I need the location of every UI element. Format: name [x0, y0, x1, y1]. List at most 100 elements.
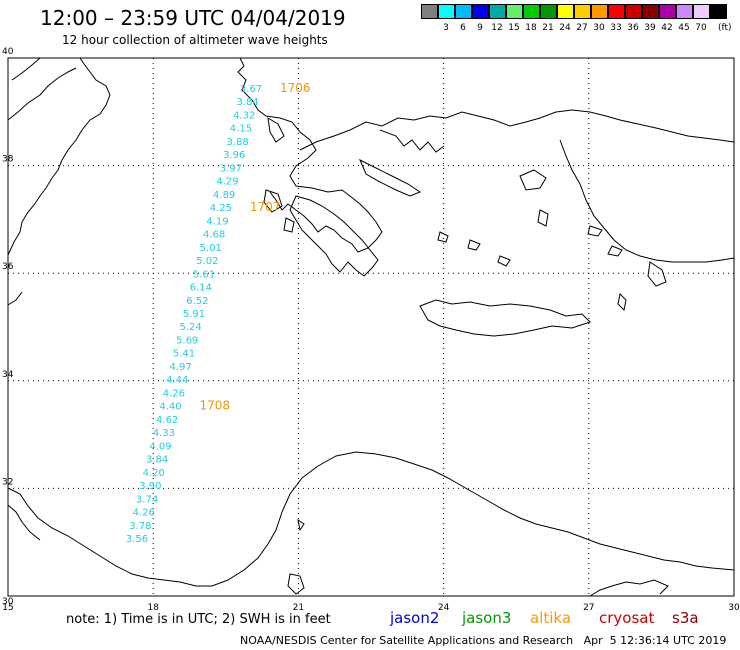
wave-height-reading: 5.61 [193, 269, 215, 280]
legend-swatch [659, 4, 676, 19]
coastlines [7, 57, 735, 597]
legend-label: 9 [477, 23, 483, 33]
legend-swatch [693, 4, 710, 19]
wave-height-reading: 4.40 [159, 402, 181, 413]
coastline-aegean-north [299, 109, 735, 151]
lat-tick-label: 36 [2, 262, 14, 272]
wave-height-reading: 3.56 [126, 534, 148, 545]
legend-swatch [625, 4, 642, 19]
coastline-albania-greece [237, 57, 383, 253]
island-lesbos [519, 169, 547, 191]
footer-note: note: 1) Time is in UTC; 2) SWH is in fe… [66, 612, 331, 627]
legend-label: 33 [610, 23, 622, 33]
coastline-turkey-west [559, 139, 735, 263]
legend-label: 30 [593, 23, 605, 33]
legend-swatch [574, 4, 591, 19]
wave-height-reading: 4.89 [213, 190, 235, 201]
wave-height-reading: 4.33 [153, 428, 175, 439]
wave-height-reading: 4.97 [169, 362, 191, 373]
wave-height-reading: 3.97 [220, 163, 242, 174]
axis-tick-labels: 15 18 21 24 27 30 40 38 36 34 32 30 [2, 47, 740, 613]
island-cyclades-3 [497, 255, 511, 267]
coastline-italy [7, 57, 77, 121]
wave-height-reading: 4.15 [230, 124, 252, 135]
satellite-jason3: jason3 [462, 609, 512, 627]
wave-height-reading: 6.52 [186, 296, 208, 307]
wave-height-reading: 3.74 [136, 494, 158, 505]
island-cyclades-2 [467, 239, 481, 251]
wave-height-reading: 5.69 [176, 335, 198, 346]
wave-height-reading: 4.25 [210, 203, 232, 214]
coastline-euboea [359, 158, 422, 197]
lon-tick-label: 15 [2, 603, 13, 613]
satellite-s3a: s3a [672, 609, 699, 627]
lat-tick-label: 30 [2, 597, 14, 607]
legend-label: 15 [508, 23, 520, 33]
island-kefalonia [263, 189, 283, 213]
wave-height-reading: 4.29 [216, 177, 238, 188]
map-title: 12:00 – 23:59 UTC 04/04/2019 [40, 6, 346, 30]
legend-swatch [455, 4, 472, 19]
island-south [287, 573, 305, 595]
altimeter-track: 3.67 3.84 4.32 4.15 3.88 3.96 3.97 4.29 4.89 4.25… [126, 84, 262, 545]
wave-height-reading: 5.24 [180, 322, 202, 333]
legend-label: 3 [443, 23, 449, 33]
lon-tick-label: 30 [728, 603, 740, 613]
legend-swatch [506, 4, 523, 19]
track-time-label: 1706 [280, 81, 311, 95]
legend-swatch [523, 4, 540, 19]
island-dodecanese-2 [607, 245, 623, 257]
wave-height-reading: 3.78 [129, 521, 151, 532]
legend-label: 70 [695, 23, 707, 33]
legend-label: 39 [644, 23, 656, 33]
lat-tick-label: 38 [2, 155, 14, 165]
satellite-altika: altika [530, 609, 572, 627]
coastline-libya [7, 451, 735, 587]
island-dodecanese-1 [587, 225, 603, 237]
island-chios [537, 209, 549, 227]
lon-tick-label: 21 [293, 603, 304, 613]
legend-label: 36 [627, 23, 639, 33]
lat-tick-label: 40 [2, 47, 14, 57]
satellite-jason2: jason2 [390, 609, 440, 627]
wave-height-reading: 4.26 [133, 508, 155, 519]
map-grid [8, 58, 734, 596]
island-malta [297, 518, 305, 532]
wave-height-reading: 4.19 [206, 216, 228, 227]
lon-tick-label: 27 [583, 603, 594, 613]
wave-height-reading: 4.68 [203, 230, 225, 241]
legend-swatch [642, 4, 659, 19]
legend-unit: (ft) [718, 23, 732, 33]
legend-swatch [489, 4, 506, 19]
wave-height-reading: 5.41 [173, 349, 195, 360]
wave-height-reading: 3.90 [139, 481, 161, 492]
legend-label: 12 [491, 23, 503, 33]
legend-swatch [591, 4, 608, 19]
legend-swatch [676, 4, 693, 19]
wave-height-reading: 3.96 [223, 150, 245, 161]
map-subtitle: 12 hour collection of altimeter wave hei… [62, 33, 328, 47]
track-time-labels: 1706 1707 1708 [200, 81, 311, 413]
coastline-tunisia [7, 504, 41, 541]
wave-height-reading: 4.62 [156, 415, 178, 426]
track-time-label: 1708 [200, 399, 231, 413]
legend-label: 6 [460, 23, 466, 33]
map-frame [7, 57, 735, 597]
legend-swatch [557, 4, 574, 19]
legend-label: 45 [678, 23, 690, 33]
lon-tick-label: 18 [147, 603, 159, 613]
island-rhodes [647, 261, 667, 287]
island-zakynthos [283, 217, 295, 233]
island-cyclades-1 [437, 231, 449, 243]
satellite-cryosat: cryosat [599, 609, 655, 627]
track-time-label: 1707 [250, 200, 281, 214]
wave-height-reading: 4.09 [149, 441, 171, 452]
legend-swatch [438, 4, 455, 19]
wave-height-reading: 3.84 [146, 455, 168, 466]
wave-height-reading: 4.20 [143, 468, 165, 479]
coastline-chalkidiki [379, 129, 445, 153]
wave-height-reading: 3.84 [237, 97, 259, 108]
wave-height-reading: 4.44 [166, 375, 188, 386]
island-cyprus-edge [589, 579, 669, 597]
